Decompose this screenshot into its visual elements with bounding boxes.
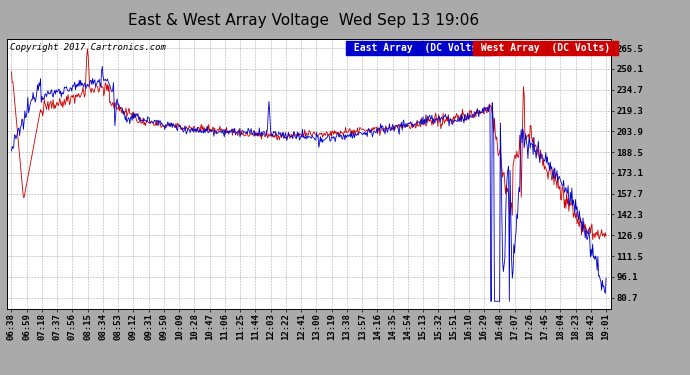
Text: Copyright 2017 Cartronics.com: Copyright 2017 Cartronics.com: [10, 44, 166, 52]
Text: East & West Array Voltage  Wed Sep 13 19:06: East & West Array Voltage Wed Sep 13 19:…: [128, 13, 479, 28]
Text: West Array  (DC Volts): West Array (DC Volts): [475, 44, 615, 53]
Text: East Array  (DC Volts): East Array (DC Volts): [348, 44, 489, 53]
